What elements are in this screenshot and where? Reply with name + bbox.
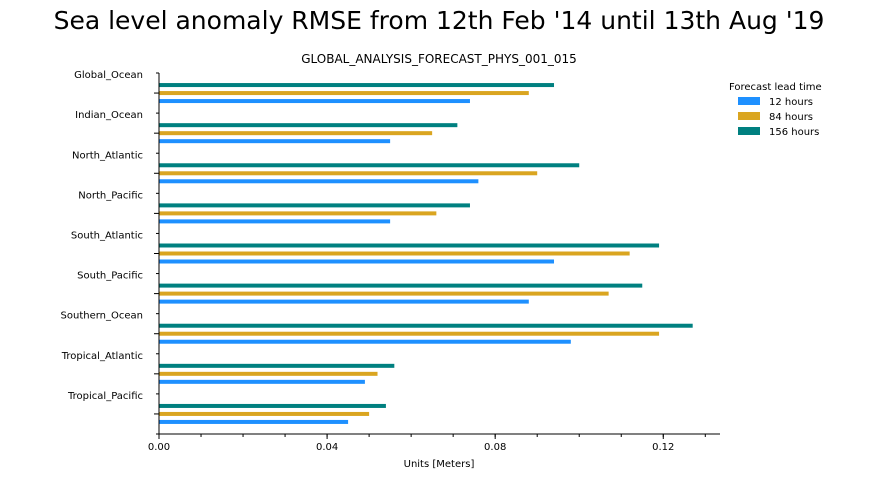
bar-Global_Ocean-84-hours [159, 91, 529, 96]
bar-Global_Ocean-12-hours [159, 99, 470, 104]
bar-Indian_Ocean-12-hours [159, 139, 391, 144]
y-tick-label: Tropical_Pacific [67, 391, 143, 402]
bar-South_Pacific-12-hours [159, 299, 529, 304]
y-tick-label: South_Pacific [77, 271, 143, 282]
bar-Tropical_Atlantic-12-hours [159, 379, 365, 384]
legend: Forecast lead time 12 hours 84 hours 156 h… [729, 82, 822, 138]
bar-South_Atlantic-156-hours [159, 243, 660, 248]
bar-Tropical_Pacific-84-hours [159, 411, 370, 416]
y-tick-label: Indian_Ocean [75, 110, 143, 121]
legend-entry: 84 hours [769, 112, 813, 123]
y-tick-label: North_Pacific [78, 190, 143, 201]
bar-North_Pacific-12-hours [159, 219, 391, 224]
bar-North_Pacific-156-hours [159, 203, 470, 208]
y-tick-label: Southern_Ocean [61, 311, 143, 322]
bar-South_Atlantic-12-hours [159, 259, 555, 264]
bar-Southern_Ocean-12-hours [159, 339, 571, 344]
y-tick-label: North_Atlantic [72, 150, 143, 161]
bar-Indian_Ocean-156-hours [159, 123, 458, 128]
x-axis: 0.00 0.04 0.08 0.12 [148, 433, 720, 453]
bar-Southern_Ocean-84-hours [159, 331, 660, 336]
bar-Global_Ocean-156-hours [159, 83, 555, 88]
bar-Tropical_Pacific-12-hours [159, 419, 349, 424]
bar-Indian_Ocean-84-hours [159, 131, 433, 136]
x-tick-label: 0.12 [652, 442, 674, 453]
bar-South_Pacific-156-hours [159, 283, 643, 288]
legend-title: Forecast lead time [729, 82, 822, 93]
bar-Tropical_Atlantic-156-hours [159, 363, 395, 368]
x-axis-label: Units [Meters] [404, 459, 475, 470]
bar-Southern_Ocean-156-hours [159, 323, 693, 328]
x-tick-label: 0.08 [484, 442, 506, 453]
bars-group [159, 83, 693, 424]
bar-North_Atlantic-156-hours [159, 163, 580, 168]
y-axis: Global_Ocean Indian_Ocean North_Atlantic No… [61, 70, 160, 435]
bar-North_Atlantic-84-hours [159, 171, 538, 176]
chart-subtitle: GLOBAL_ANALYSIS_FORECAST_PHYS_001_015 [301, 52, 577, 66]
y-tick-label: Tropical_Atlantic [61, 351, 143, 362]
chart-title: Sea level anomaly RMSE from 12th Feb '14… [53, 6, 825, 35]
x-tick-label: 0.00 [148, 442, 170, 453]
y-tick-label: Global_Ocean [74, 70, 143, 81]
x-tick-label: 0.04 [316, 442, 338, 453]
bar-Tropical_Pacific-156-hours [159, 403, 386, 408]
bar-Tropical_Atlantic-84-hours [159, 371, 378, 376]
y-tick-label: South_Atlantic [71, 231, 143, 242]
legend-swatch-12-hours [738, 97, 760, 105]
bar-North_Pacific-84-hours [159, 211, 437, 216]
legend-swatch-84-hours [738, 112, 760, 120]
legend-entry: 12 hours [769, 97, 813, 108]
legend-entry: 156 hours [769, 127, 819, 138]
bar-North_Atlantic-12-hours [159, 179, 479, 184]
bar-South_Pacific-84-hours [159, 291, 609, 296]
legend-swatch-156-hours [738, 127, 760, 135]
bar-South_Atlantic-84-hours [159, 251, 630, 256]
